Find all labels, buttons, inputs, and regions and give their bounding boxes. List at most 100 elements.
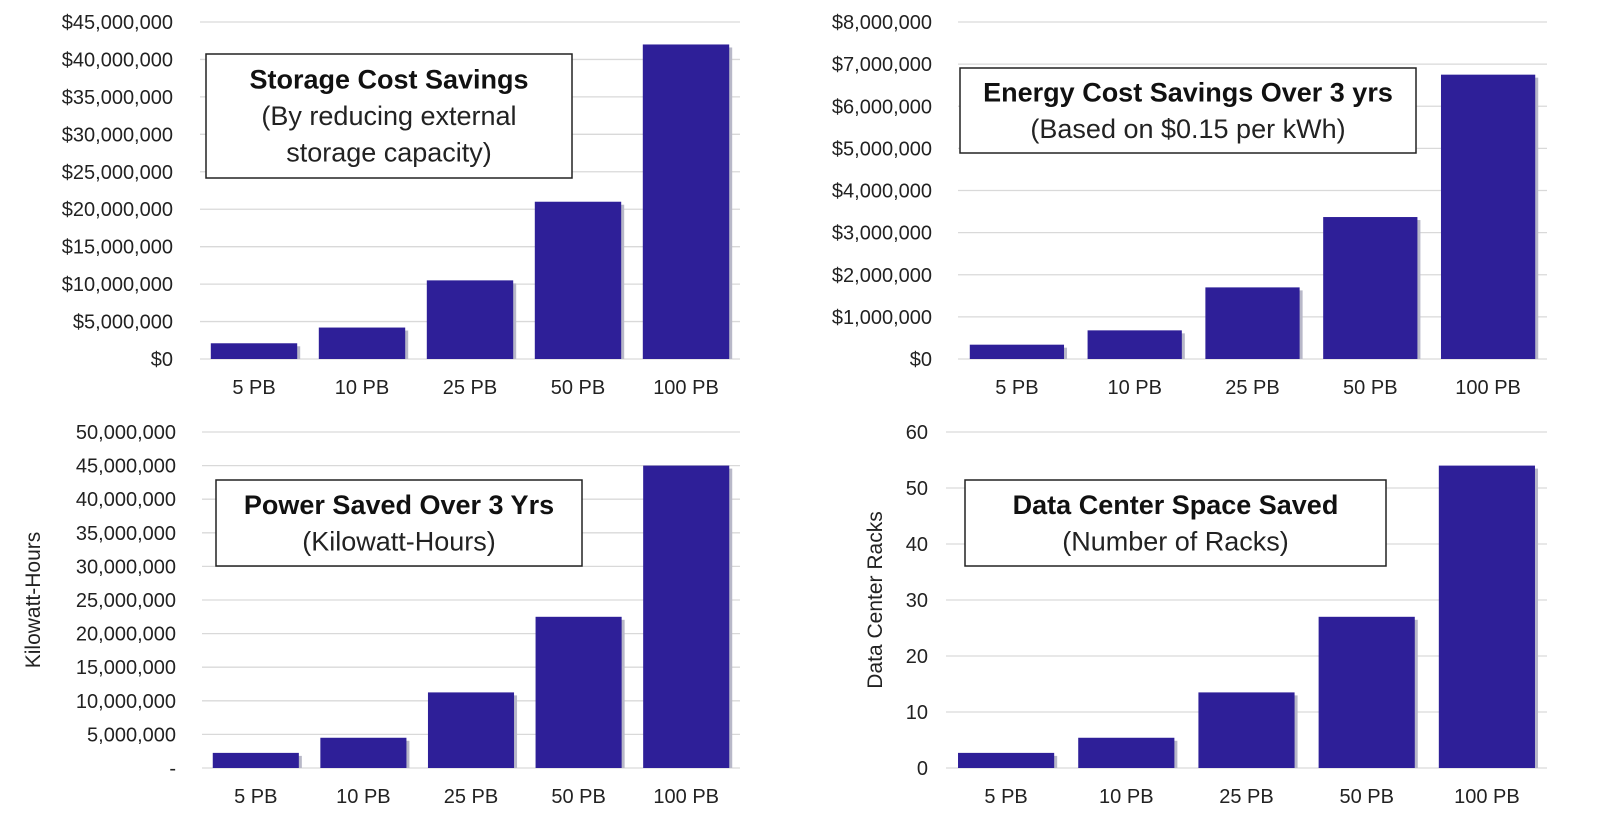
bar-25-pb (427, 692, 515, 768)
y-tick-label: $10,000,000 (62, 274, 173, 296)
title-box: Power Saved Over 3 Yrs (Kilowatt-Hours) (215, 479, 583, 567)
x-tick-label: 100 PB (653, 786, 719, 808)
chart-subtitle: (Based on $0.15 per kWh) (1030, 114, 1345, 144)
y-tick-label: 15,000,000 (76, 657, 176, 679)
bar-10-pb (1087, 330, 1182, 359)
y-tick-label: $45,000,000 (62, 12, 173, 34)
y-tick-label: 40,000,000 (76, 489, 176, 511)
y-tick-label: 5,000,000 (87, 724, 176, 746)
y-tick-label: 35,000,000 (76, 523, 176, 545)
bar-10-pb (320, 737, 407, 768)
y-tick-label: 20 (906, 646, 928, 668)
y-tick-label: 60 (906, 422, 928, 444)
y-tick-label: $7,000,000 (832, 54, 932, 76)
bar-25-pb (1205, 287, 1300, 359)
y-tick-label: 10 (906, 702, 928, 724)
title-box-frame (205, 53, 573, 179)
y-tick-label: 30,000,000 (76, 556, 176, 578)
x-tick-label: 50 PB (1343, 377, 1397, 399)
x-tick-label: 25 PB (443, 377, 497, 399)
x-tick-label: 25 PB (444, 786, 498, 808)
y-tick-label: $15,000,000 (62, 237, 173, 259)
y-axis-label: Data Center Racks (864, 511, 887, 688)
bar-10-pb (318, 327, 406, 359)
chart-title: Data Center Space Saved (1013, 490, 1339, 520)
y-tick-label: $20,000,000 (62, 199, 173, 221)
bar-25-pb (1198, 692, 1295, 768)
y-tick-label: 10,000,000 (76, 691, 176, 713)
y-tick-label: $0 (910, 349, 932, 371)
y-tick-label: 50,000,000 (76, 422, 176, 444)
storage-cost-chart: $0 $5,000,000 $10,000,000 $15,000,000 $20,00… (62, 12, 740, 399)
title-box: Data Center Space Saved (Number of Racks) (964, 479, 1387, 567)
y-tick-label: $6,000,000 (832, 96, 932, 118)
bar-100-pb (1438, 465, 1535, 768)
title-box-frame (964, 479, 1387, 567)
y-tick-label: 20,000,000 (76, 624, 176, 646)
y-tick-label: $30,000,000 (62, 124, 173, 146)
bar-100-pb (1440, 74, 1536, 359)
title-box: Energy Cost Savings Over 3 yrs (Based on … (959, 67, 1417, 154)
x-tick-label: 10 PB (336, 786, 390, 808)
title-box-frame (215, 479, 583, 567)
x-tick-label: 100 PB (653, 377, 719, 399)
bar-5-pb (210, 343, 298, 359)
bar-100-pb (643, 465, 730, 768)
rack-space-chart: 0 10 20 30 40 50 60 5 PB 10 PB 25 PB 50 PB 100 PB Da… (864, 422, 1547, 808)
energy-cost-chart: $0 $1,000,000 $2,000,000 $3,000,000 $4,000,0… (832, 12, 1547, 399)
x-tick-label: 10 PB (335, 377, 389, 399)
x-tick-label: 25 PB (1225, 377, 1279, 399)
y-tick-label: 25,000,000 (76, 590, 176, 612)
chart-subtitle: (By reducing external (261, 101, 516, 131)
x-tick-label: 5 PB (995, 377, 1038, 399)
y-axis-label: Kilowatt-Hours (22, 532, 45, 669)
x-tick-label: 100 PB (1454, 786, 1520, 808)
chart-subtitle: (Kilowatt-Hours) (302, 526, 496, 556)
x-tick-label: 25 PB (1219, 786, 1273, 808)
y-tick-label: $40,000,000 (62, 49, 173, 71)
chart-subtitle: (Number of Racks) (1062, 526, 1289, 556)
chart-title: Energy Cost Savings Over 3 yrs (983, 77, 1393, 107)
bar-5-pb (969, 344, 1065, 359)
y-tick-label: 0 (917, 758, 928, 780)
chart-title: Power Saved Over 3 Yrs (244, 490, 554, 520)
title-box: Storage Cost Savings (By reducing externa… (205, 53, 573, 179)
y-tick-label: $5,000,000 (73, 312, 173, 334)
y-tick-label: $3,000,000 (832, 223, 932, 245)
y-tick-label: $2,000,000 (832, 265, 932, 287)
y-tick-label: $5,000,000 (832, 138, 932, 160)
y-tick-label: 45,000,000 (76, 456, 176, 478)
bar-50-pb (1318, 616, 1415, 768)
bar-100-pb (642, 44, 730, 359)
bar-50-pb (534, 201, 622, 359)
bar-10-pb (1078, 737, 1175, 768)
y-tick-label: - (169, 758, 176, 780)
chart-title: Storage Cost Savings (249, 65, 528, 95)
y-tick-label: 30 (906, 590, 928, 612)
y-tick-label: $1,000,000 (832, 307, 932, 329)
y-tick-label: $4,000,000 (832, 181, 932, 203)
chart-subtitle: storage capacity) (286, 138, 492, 168)
bar-5-pb (958, 752, 1055, 768)
title-box-frame (959, 67, 1417, 154)
bar-50-pb (535, 616, 622, 768)
x-tick-label: 5 PB (984, 786, 1027, 808)
x-tick-label: 10 PB (1107, 377, 1161, 399)
x-tick-label: 50 PB (1339, 786, 1393, 808)
x-tick-label: 50 PB (551, 377, 605, 399)
x-tick-label: 50 PB (551, 786, 605, 808)
bar-25-pb (426, 280, 514, 359)
y-tick-label: 50 (906, 478, 928, 500)
y-tick-label: 40 (906, 534, 928, 556)
x-tick-label: 10 PB (1099, 786, 1153, 808)
y-tick-label: $25,000,000 (62, 162, 173, 184)
x-tick-label: 5 PB (234, 786, 277, 808)
bar-5-pb (212, 752, 299, 768)
power-saved-chart: - 5,000,000 10,000,000 15,000,000 20,000,000… (22, 422, 740, 808)
x-tick-label: 100 PB (1455, 377, 1521, 399)
y-tick-label: $35,000,000 (62, 87, 173, 109)
bar-50-pb (1323, 217, 1418, 359)
y-tick-label: $0 (151, 349, 173, 371)
x-tick-label: 5 PB (232, 377, 275, 399)
